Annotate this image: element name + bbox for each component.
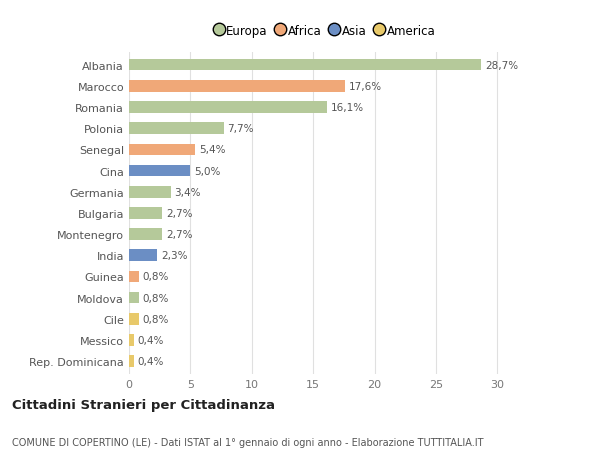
Bar xyxy=(129,229,162,241)
Bar xyxy=(129,144,196,156)
Text: 0,4%: 0,4% xyxy=(137,335,164,345)
Bar xyxy=(129,123,224,134)
Text: 17,6%: 17,6% xyxy=(349,82,382,92)
Bar xyxy=(129,292,139,304)
Text: 7,7%: 7,7% xyxy=(227,124,254,134)
Bar xyxy=(129,356,134,367)
Text: COMUNE DI COPERTINO (LE) - Dati ISTAT al 1° gennaio di ogni anno - Elaborazione : COMUNE DI COPERTINO (LE) - Dati ISTAT al… xyxy=(12,437,484,447)
Text: 5,0%: 5,0% xyxy=(194,166,220,176)
Text: 0,8%: 0,8% xyxy=(143,272,169,282)
Text: 5,4%: 5,4% xyxy=(199,145,226,155)
Bar xyxy=(129,81,345,92)
Text: 2,7%: 2,7% xyxy=(166,230,193,240)
Text: 3,4%: 3,4% xyxy=(175,187,201,197)
Text: 16,1%: 16,1% xyxy=(331,103,364,113)
Text: 2,3%: 2,3% xyxy=(161,251,187,261)
Bar xyxy=(129,60,481,71)
Bar xyxy=(129,102,327,113)
Bar xyxy=(129,313,139,325)
Legend: Europa, Africa, Asia, America: Europa, Africa, Asia, America xyxy=(211,20,440,43)
Bar xyxy=(129,207,162,219)
Text: 28,7%: 28,7% xyxy=(485,61,518,71)
Text: 0,4%: 0,4% xyxy=(137,356,164,366)
Bar xyxy=(129,335,134,346)
Text: 2,7%: 2,7% xyxy=(166,208,193,218)
Text: Cittadini Stranieri per Cittadinanza: Cittadini Stranieri per Cittadinanza xyxy=(12,398,275,412)
Text: 0,8%: 0,8% xyxy=(143,314,169,324)
Bar xyxy=(129,165,190,177)
Bar xyxy=(129,250,157,262)
Text: 0,8%: 0,8% xyxy=(143,293,169,303)
Bar xyxy=(129,186,171,198)
Bar xyxy=(129,271,139,283)
